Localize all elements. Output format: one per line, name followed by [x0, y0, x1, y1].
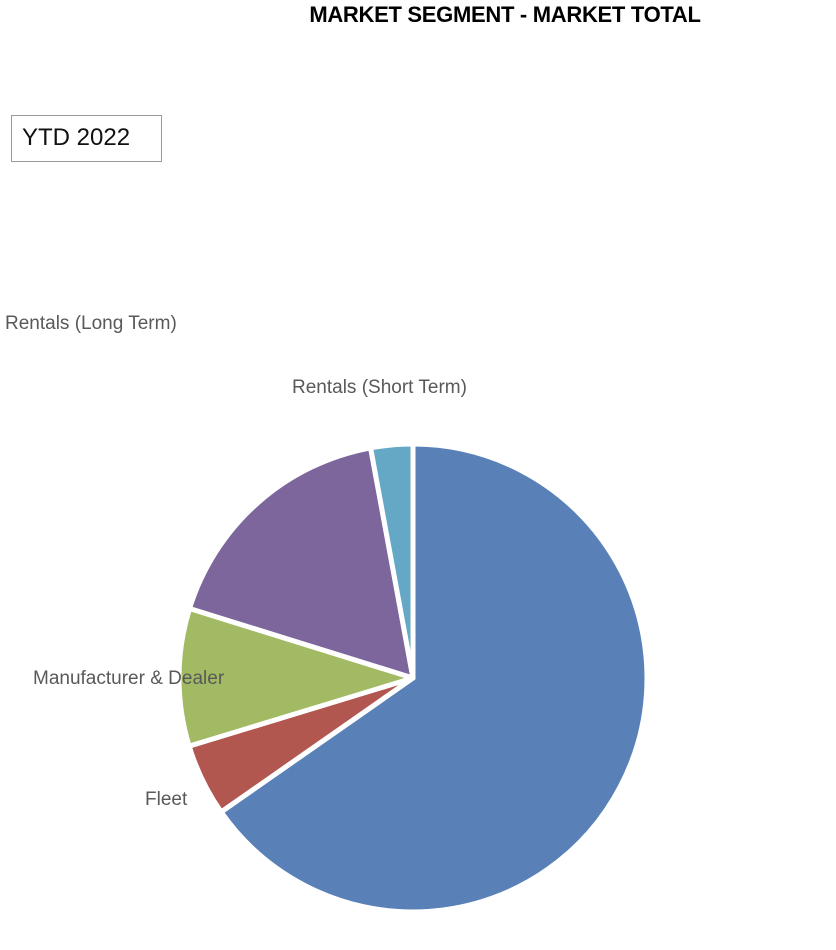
pie-slice-rentals-short-term[interactable]	[368, 441, 416, 681]
pie-slice-main[interactable]	[218, 441, 650, 915]
pie-slice-manufacturer-dealer[interactable]	[176, 605, 416, 749]
slice-label-manufacturer-dealer: Manufacturer & Dealer	[33, 668, 225, 689]
slice-label-rentals-short-term: Rentals (Short Term)	[292, 377, 467, 398]
chart-title: MARKET SEGMENT - MARKET TOTAL	[309, 2, 701, 27]
pie-slice-rentals-long-term[interactable]	[187, 445, 416, 681]
period-filter[interactable]: YTD 2022	[11, 115, 162, 162]
slice-label-fleet: Fleet	[145, 789, 188, 810]
slice-label-rentals-long-term: Rentals (Long Term)	[5, 313, 177, 334]
